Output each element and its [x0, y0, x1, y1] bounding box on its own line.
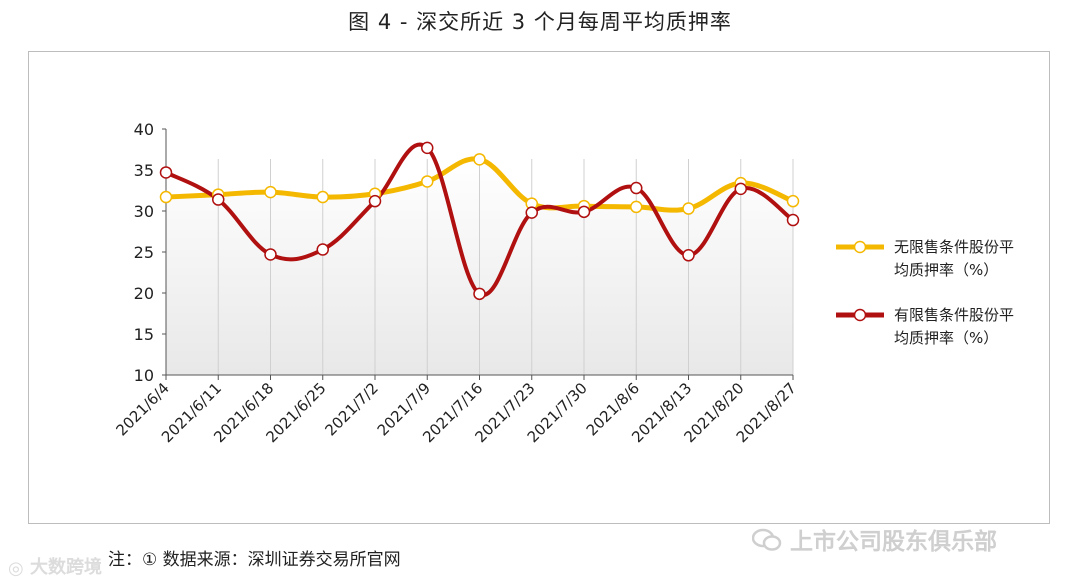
- data-point-restricted: [368, 194, 382, 208]
- y-tick-label: 20: [134, 284, 154, 303]
- legend-label-series2: 有限售条件股份平均质押率（%）: [894, 306, 1015, 347]
- source-note: 注：① 数据来源：深圳证券交易所官网: [108, 550, 401, 570]
- y-tick-label: 25: [134, 243, 154, 262]
- data-point-unrestricted: [630, 200, 643, 214]
- data-point-restricted: [577, 205, 591, 219]
- x-tick-label: 2021/7/2: [321, 379, 381, 439]
- data-point-restricted: [212, 193, 225, 206]
- y-tick-label: 10: [134, 366, 154, 385]
- data-point-unrestricted: [421, 175, 434, 188]
- data-point-restricted: [734, 182, 747, 196]
- data-point-restricted: [682, 249, 695, 262]
- data-point-restricted: [473, 287, 486, 301]
- y-tick-label: 15: [134, 325, 154, 344]
- data-point-restricted: [264, 248, 277, 261]
- chart-title: 图 4 - 深交所近 3 个月每周平均质押率: [348, 10, 732, 34]
- legend-item-series1: 无限售条件股份平均质押率（%）: [836, 236, 1036, 282]
- data-point-unrestricted: [159, 190, 173, 204]
- legend-swatch-series2: [836, 308, 884, 322]
- data-point-restricted: [159, 166, 173, 179]
- data-point-unrestricted: [682, 202, 695, 215]
- chart-legend: 无限售条件股份平均质押率（%） 有限售条件股份平均质押率（%）: [836, 236, 1036, 372]
- data-point-unrestricted: [316, 190, 329, 204]
- data-point-restricted: [421, 141, 434, 155]
- watermark-left: ◎ 大数跨境: [8, 553, 102, 579]
- data-point-restricted: [316, 243, 329, 256]
- data-point-unrestricted: [473, 153, 486, 166]
- legend-swatch-series1: [836, 240, 884, 254]
- legend-item-series2: 有限售条件股份平均质押率（%）: [836, 304, 1036, 350]
- y-tick-label: 40: [134, 120, 154, 139]
- wechat-icon: [751, 528, 782, 558]
- data-point-restricted: [525, 206, 538, 219]
- y-tick-label: 30: [134, 202, 154, 221]
- watermark-left-text: 大数跨境: [30, 557, 102, 578]
- watermark-right: 上市公司股东俱乐部: [751, 522, 998, 558]
- y-tick-label: 35: [134, 161, 154, 180]
- watermark-right-text: 上市公司股东俱乐部: [790, 529, 998, 555]
- data-point-restricted: [630, 181, 643, 195]
- data-point-restricted: [786, 213, 800, 227]
- data-point-unrestricted: [786, 194, 800, 208]
- legend-label-series1: 无限售条件股份平均质押率（%）: [894, 238, 1015, 279]
- data-point-unrestricted: [264, 185, 277, 199]
- brand-logo-icon: ◎: [8, 557, 24, 579]
